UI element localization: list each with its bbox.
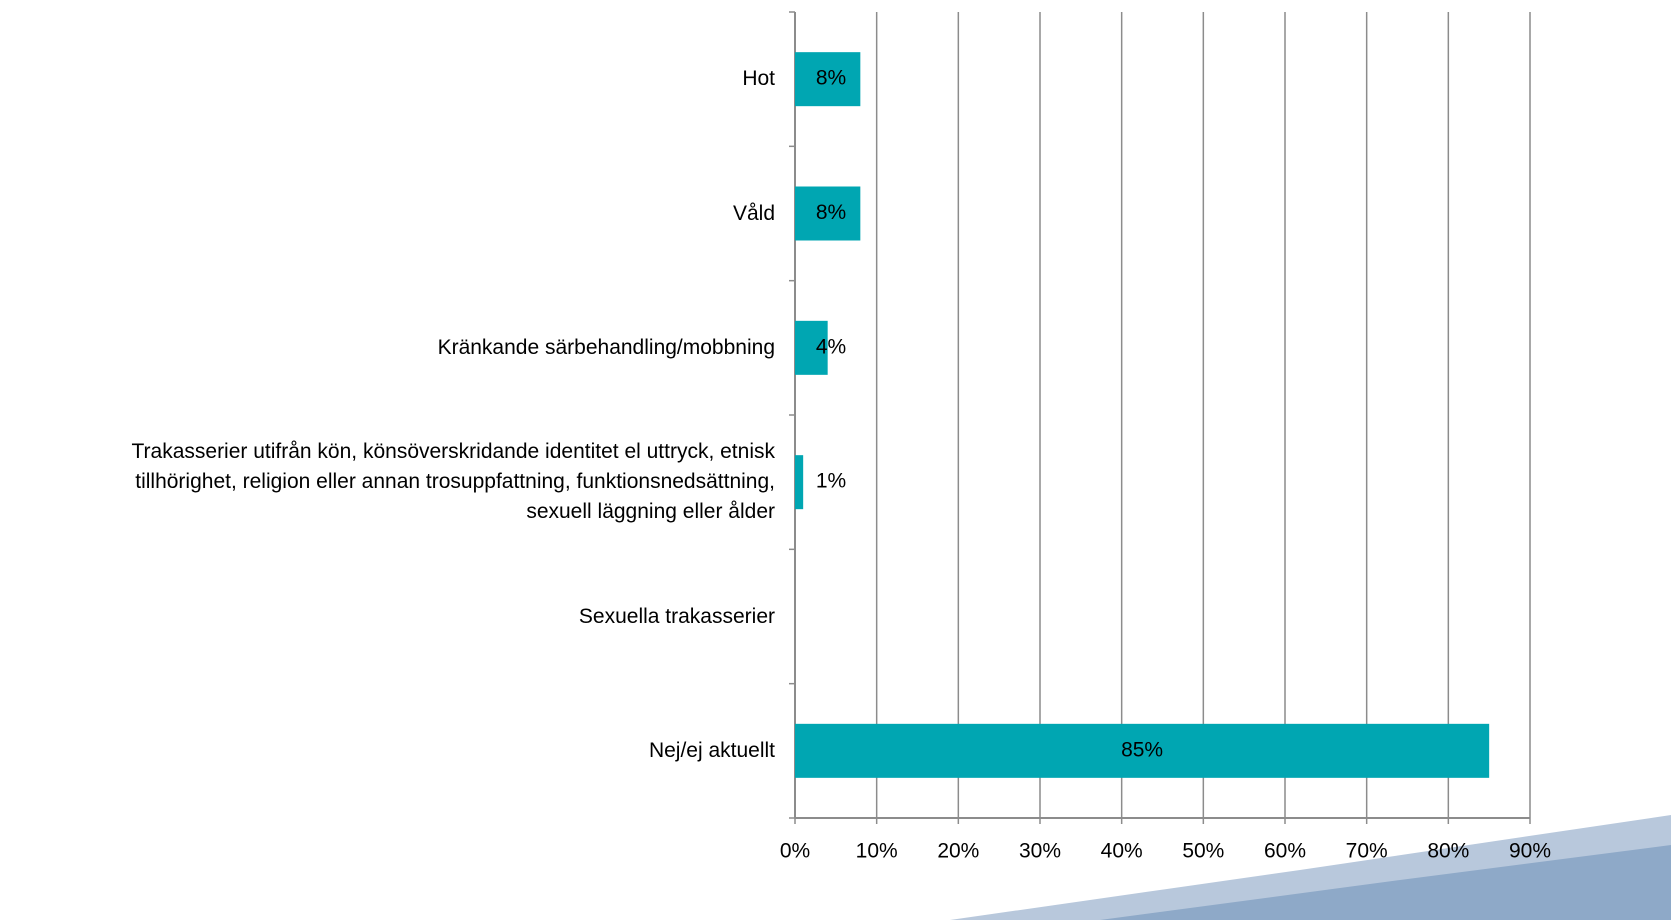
bar bbox=[795, 320, 828, 375]
bar bbox=[795, 455, 804, 510]
y-tick-label: Hot bbox=[742, 67, 775, 91]
x-tick-label: 50% bbox=[1182, 840, 1224, 863]
decoration bbox=[1100, 845, 1671, 920]
data-label: 8% bbox=[816, 67, 846, 90]
x-tick-label: 20% bbox=[937, 840, 979, 863]
x-tick-label: 90% bbox=[1509, 840, 1551, 863]
data-label: 4% bbox=[816, 335, 846, 358]
x-tick-label: 60% bbox=[1264, 840, 1306, 863]
x-tick-label: 0% bbox=[780, 840, 810, 863]
x-tick-label: 80% bbox=[1427, 840, 1469, 863]
x-tick-label: 30% bbox=[1019, 840, 1061, 863]
y-tick-label: Sexuella trakasserier bbox=[578, 604, 775, 628]
data-label: 85% bbox=[1121, 738, 1163, 761]
data-label: 1% bbox=[816, 470, 846, 493]
data-label: 8% bbox=[816, 201, 846, 224]
y-tick-label: Trakasserier utifrån kön, könsöverskrida… bbox=[131, 440, 775, 524]
y-tick-label: Våld bbox=[732, 201, 775, 225]
bar bbox=[795, 52, 861, 107]
bar bbox=[795, 723, 1490, 778]
x-tick-label: 10% bbox=[856, 840, 898, 863]
x-tick-label: 70% bbox=[1346, 840, 1388, 863]
y-tick-label: Nej/ej aktuellt bbox=[648, 738, 775, 762]
x-tick-label: 40% bbox=[1101, 840, 1143, 863]
bar bbox=[795, 186, 861, 241]
y-tick-label: Kränkande särbehandling/mobbning bbox=[437, 335, 775, 359]
